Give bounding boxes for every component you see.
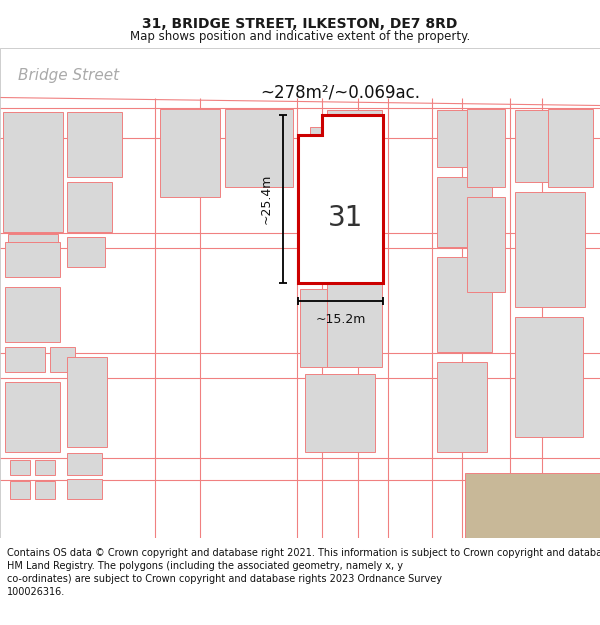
Bar bbox=[5, 288, 60, 342]
Bar bbox=[515, 111, 590, 182]
Bar bbox=[467, 198, 505, 292]
Bar bbox=[5, 382, 60, 452]
Bar bbox=[67, 357, 107, 447]
Bar bbox=[300, 289, 380, 368]
Bar bbox=[437, 177, 492, 248]
Bar bbox=[225, 109, 293, 188]
Bar bbox=[5, 348, 45, 372]
Bar bbox=[327, 177, 382, 242]
Bar bbox=[437, 258, 492, 352]
Polygon shape bbox=[0, 48, 600, 106]
Bar bbox=[67, 238, 105, 268]
Bar bbox=[327, 253, 382, 368]
Bar bbox=[5, 242, 60, 278]
Bar bbox=[437, 111, 497, 168]
Bar bbox=[3, 112, 63, 232]
Bar bbox=[35, 461, 55, 476]
Text: Bridge Street: Bridge Street bbox=[18, 68, 119, 83]
Bar bbox=[160, 109, 220, 198]
Bar bbox=[10, 481, 30, 499]
Bar bbox=[515, 192, 585, 308]
Bar bbox=[35, 481, 55, 499]
Bar bbox=[8, 234, 58, 242]
Bar bbox=[327, 111, 382, 168]
Bar bbox=[67, 112, 122, 178]
Text: ~278m²/~0.069ac.: ~278m²/~0.069ac. bbox=[260, 84, 420, 101]
Bar bbox=[305, 374, 375, 452]
Polygon shape bbox=[298, 114, 383, 282]
Text: Contains OS data © Crown copyright and database right 2021. This information is : Contains OS data © Crown copyright and d… bbox=[7, 548, 600, 598]
Bar bbox=[467, 109, 505, 188]
Text: Map shows position and indicative extent of the property.: Map shows position and indicative extent… bbox=[130, 30, 470, 42]
Bar bbox=[310, 127, 370, 248]
Text: ~25.4m: ~25.4m bbox=[260, 173, 273, 224]
Bar bbox=[67, 479, 102, 499]
Bar bbox=[515, 318, 583, 438]
Text: 31: 31 bbox=[328, 204, 363, 232]
Text: 31, BRIDGE STREET, ILKESTON, DE7 8RD: 31, BRIDGE STREET, ILKESTON, DE7 8RD bbox=[142, 17, 458, 31]
Bar bbox=[67, 182, 112, 232]
Text: ~15.2m: ~15.2m bbox=[316, 314, 365, 326]
Bar bbox=[67, 454, 102, 476]
Bar bbox=[437, 362, 487, 452]
Bar bbox=[465, 472, 600, 538]
Bar bbox=[10, 461, 30, 476]
Bar bbox=[50, 348, 75, 372]
Bar bbox=[548, 109, 593, 188]
